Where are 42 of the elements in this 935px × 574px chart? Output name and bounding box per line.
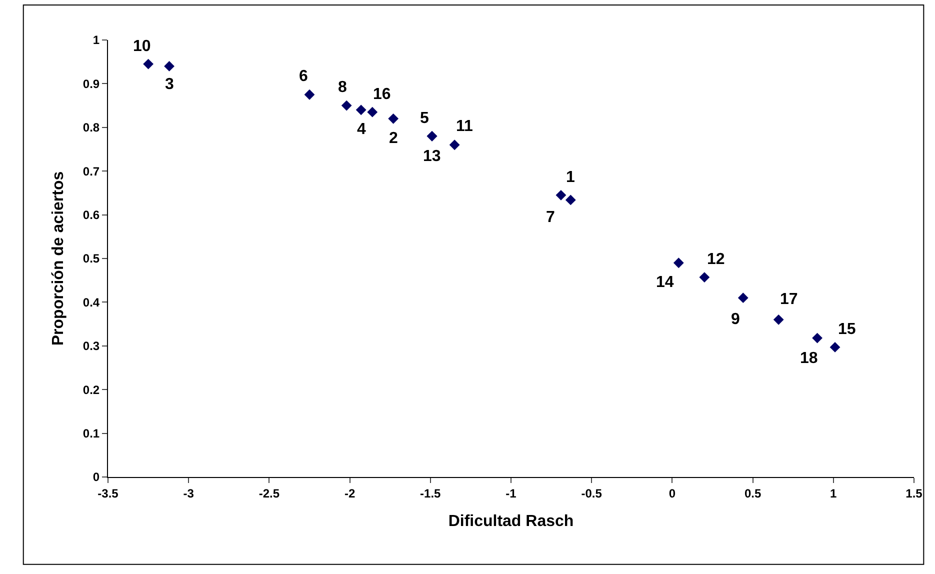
annotation: 9 xyxy=(731,311,740,328)
y-tick-label: 0.2 xyxy=(82,382,100,397)
annotation: 17 xyxy=(780,291,798,308)
x-tick-label: -2.5 xyxy=(258,486,280,500)
annotation: 6 xyxy=(299,68,308,85)
x-tick-label: 0 xyxy=(668,486,676,500)
x-tick-label: 1.5 xyxy=(906,486,923,500)
annotation: 16 xyxy=(373,86,391,103)
y-tick-label: 0.8 xyxy=(82,120,100,135)
annotation: 8 xyxy=(338,79,347,96)
x-axis-title: Dificultad Rasch xyxy=(448,513,574,530)
x-tick-label: -3 xyxy=(183,486,194,500)
annotation: 5 xyxy=(420,110,429,127)
y-tick-label: 1 xyxy=(92,33,100,48)
annotation: 3 xyxy=(165,76,174,93)
annotation: 1 xyxy=(566,169,575,186)
x-tick-label: -0.5 xyxy=(581,486,602,500)
annotation: 10 xyxy=(133,38,151,55)
annotation: 4 xyxy=(357,121,366,138)
y-tick-label: 0.4 xyxy=(82,295,100,310)
y-tick-label: 0.3 xyxy=(82,339,100,354)
y-tick-label: 0.1 xyxy=(82,426,100,440)
x-tick-label: -1 xyxy=(506,486,517,500)
annotation: 13 xyxy=(423,148,441,165)
y-tick-label: 0.5 xyxy=(82,252,100,266)
x-tick-label: 0.5 xyxy=(744,486,762,500)
y-axis-title: Proporción de aciertos xyxy=(50,171,67,346)
x-tick-label: -3.5 xyxy=(98,486,119,500)
x-tick-label: 1 xyxy=(830,486,838,500)
annotation: 7 xyxy=(546,209,555,226)
annotation: 14 xyxy=(656,274,674,291)
y-tick-label: 0.9 xyxy=(82,76,100,91)
y-tick-label: 0.7 xyxy=(82,164,100,178)
annotation: 18 xyxy=(800,350,818,367)
x-tick-label: -2 xyxy=(344,486,356,500)
annotation: 15 xyxy=(838,321,856,338)
annotation: 12 xyxy=(707,251,725,268)
y-tick-label: 0 xyxy=(92,470,100,484)
x-tick-label: -1.5 xyxy=(420,486,442,500)
annotation: 11 xyxy=(456,118,474,135)
annotation: 2 xyxy=(389,130,398,147)
y-tick-label: 0.6 xyxy=(82,208,100,222)
